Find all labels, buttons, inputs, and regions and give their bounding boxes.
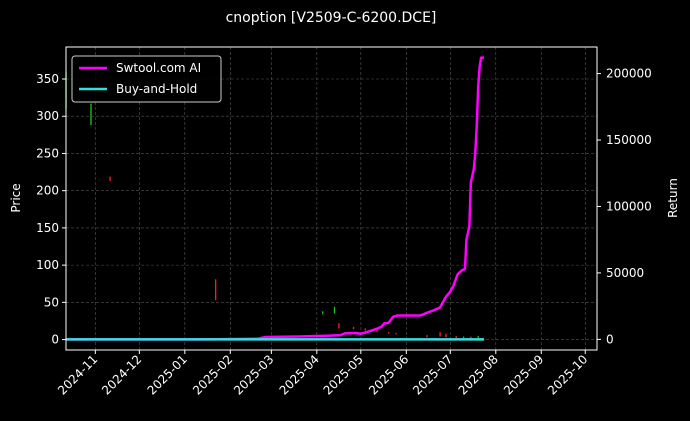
y-right-tick-label: 100000 [606,199,652,213]
price-candle [439,332,441,337]
y-left-tick-label: 50 [44,295,59,309]
series-line-swtool-com-ai [66,56,485,341]
y-left-tick-label: 350 [36,72,59,86]
price-candle [90,103,92,126]
legend-label-buy-and-hold: Buy-and-Hold [116,82,197,96]
legend: Swtool.com AI Buy-and-Hold [71,55,222,103]
price-candle [322,311,324,315]
y-right-tick-label: 50000 [606,266,644,280]
y-axis-right: 0 50000 100000 150000 200000 [597,67,652,346]
y-axis-left: 0 50 100 150 200 250 300 350 [36,72,66,347]
price-candle [426,335,428,338]
price-candle [333,306,336,314]
y-left-tick-label: 150 [36,221,59,235]
price-candle [352,326,355,330]
price-candle [462,336,465,339]
y-right-tick-label: 150000 [606,133,652,147]
price-candle [477,335,479,339]
price-candle [109,176,111,182]
y-left-tick-label: 250 [36,146,59,160]
price-candle [455,335,457,339]
price-candle [364,328,366,331]
y-left-tick-label: 300 [36,109,59,123]
price-candle [445,333,447,338]
y-axis-right-label: Return [666,178,680,218]
y-right-tick-label: 200000 [606,67,652,81]
legend-box [71,55,222,103]
price-candle [338,323,340,329]
y-left-tick-label: 200 [36,184,59,198]
price-candle [215,279,217,301]
price-candle [388,332,390,334]
y-left-tick-label: 100 [36,258,59,272]
price-candle [395,332,397,335]
series-lines [66,56,485,341]
price-candle [376,329,378,333]
price-candle [470,336,472,339]
y-right-tick-label: 0 [606,332,614,346]
chart-title: cnoption [V2509-C-6200.DCE] [226,10,437,26]
legend-label-swtool: Swtool.com AI [116,61,201,75]
y-left-tick-label: 0 [51,333,59,347]
y-axis-left-label: Price [9,183,23,212]
plot-frame [65,46,598,351]
